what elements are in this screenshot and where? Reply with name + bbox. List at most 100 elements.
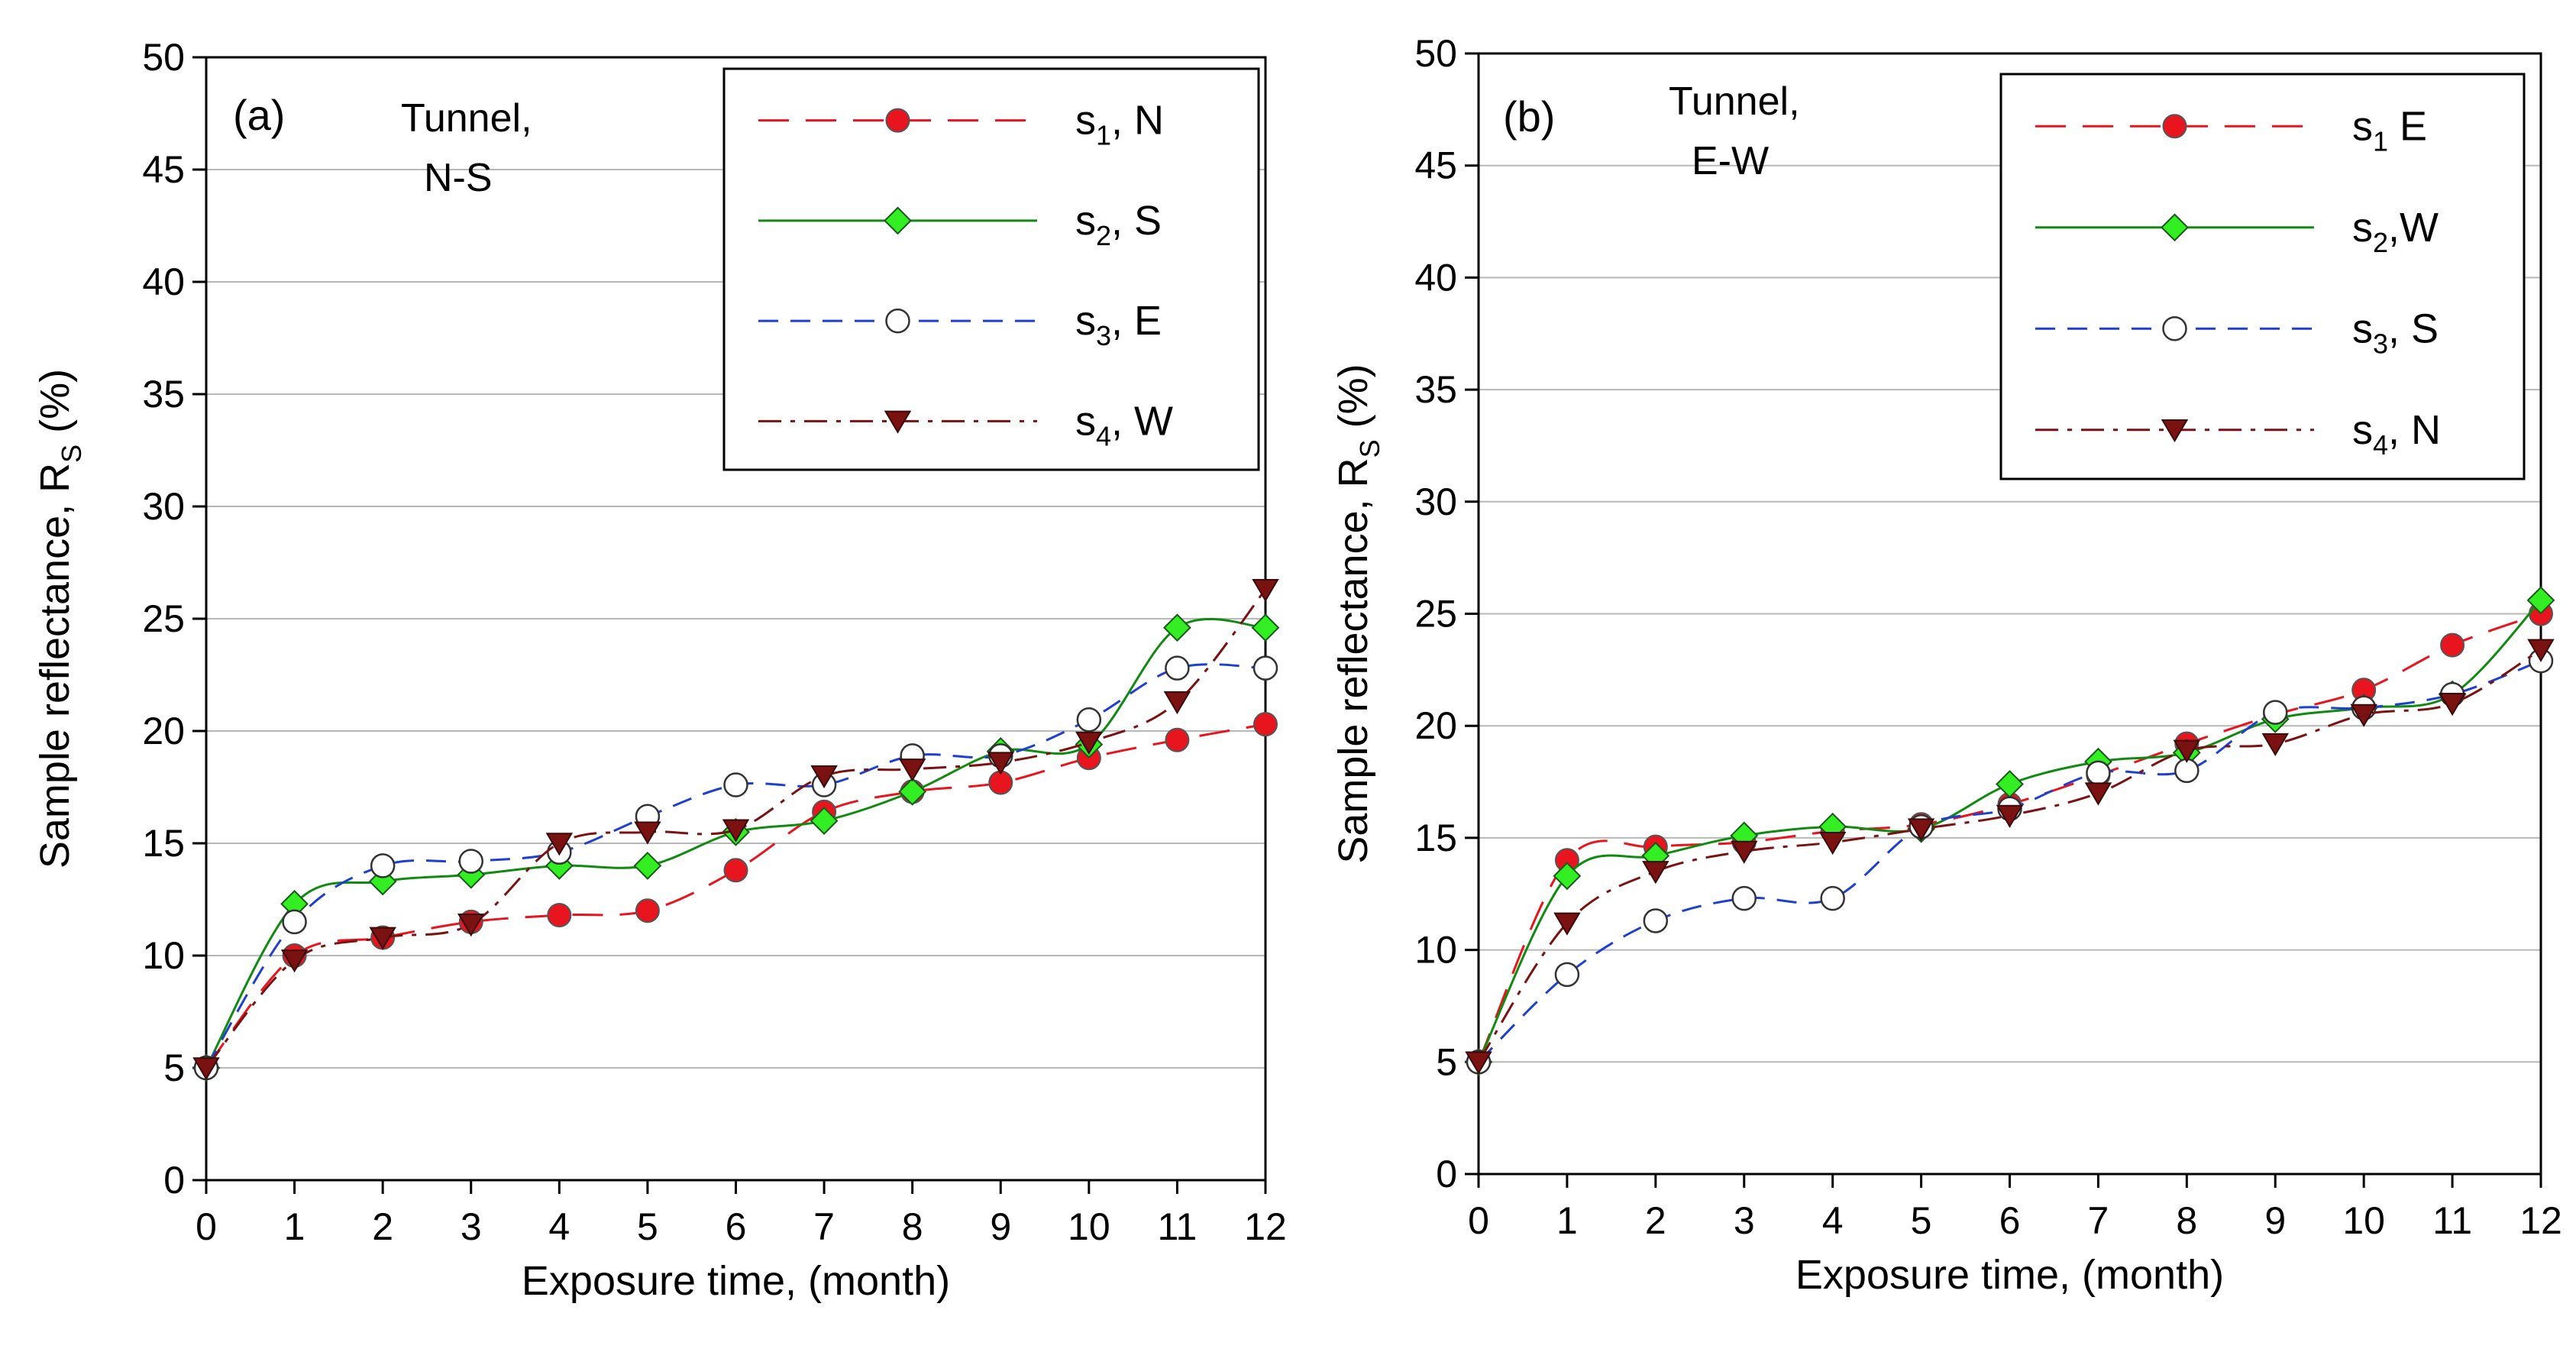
legend-label: s2, S	[1075, 198, 1162, 251]
x-axis-title: Exposure time, (month)	[522, 1258, 950, 1304]
data-point	[2439, 693, 2466, 716]
data-point	[1165, 655, 1190, 681]
panel-label: (a)	[233, 91, 285, 139]
y-tick-label: 30	[142, 485, 185, 528]
y-axis-title-unit: (%)	[1330, 364, 1376, 439]
series-line	[1477, 649, 2542, 1063]
data-point	[722, 819, 750, 843]
legend-marker	[2161, 419, 2189, 443]
y-tick-label: 40	[1414, 256, 1457, 299]
y-tick-label: 25	[1414, 593, 1457, 636]
data-point	[723, 772, 748, 797]
y-tick-label: 0	[1436, 1153, 1457, 1195]
data-point	[1996, 804, 2024, 828]
legend-label-suffix: E	[2388, 103, 2427, 149]
data-point	[1163, 691, 1191, 715]
x-tick-label: 5	[1911, 1199, 1932, 1242]
legend-marker	[885, 108, 910, 133]
legend-label-sub: 2	[2373, 227, 2388, 258]
series-2	[1464, 586, 2555, 1076]
legend-label: s2,W	[2352, 205, 2439, 258]
legend-label-sub: 3	[2373, 328, 2388, 359]
y-tick-label: 0	[163, 1159, 185, 1202]
data-point	[1818, 831, 1847, 856]
panel-label: (b)	[1503, 92, 1555, 141]
y-tick-label: 35	[1414, 368, 1457, 411]
y-tick-label: 35	[142, 373, 185, 416]
x-tick-label: 0	[1468, 1199, 1489, 1242]
y-tick-label: 45	[142, 148, 185, 191]
y-axis-title-sub: S	[56, 445, 87, 463]
data-point	[1252, 578, 1279, 603]
x-tick-label: 12	[1244, 1205, 1287, 1248]
legend-label-main: s	[2352, 407, 2373, 453]
data-point	[370, 853, 396, 878]
data-point	[635, 898, 660, 923]
data-point	[1465, 1051, 1492, 1075]
data-point	[2440, 632, 2465, 658]
data-point	[1731, 885, 1757, 911]
data-point	[810, 765, 838, 789]
y-axis-title: Sample reflectance, RS (%)	[1330, 364, 1385, 863]
x-tick-label: 10	[2342, 1199, 2385, 1242]
data-point	[1251, 613, 1280, 642]
legend-label-sub: 3	[1096, 320, 1111, 351]
y-axis-title-main: Sample reflectance, R	[32, 463, 78, 868]
y-tick-label: 15	[1414, 817, 1457, 859]
data-point	[1642, 861, 1669, 885]
x-tick-label: 2	[372, 1205, 393, 1248]
x-tick-label: 10	[1068, 1205, 1110, 1248]
x-tick-label: 3	[1734, 1199, 1755, 1242]
data-point	[1996, 770, 2024, 798]
legend-label: s3, E	[1075, 298, 1162, 351]
data-point	[1553, 912, 1581, 936]
legend-label: s4, W	[1075, 398, 1173, 451]
x-tick-label: 5	[637, 1205, 658, 1248]
data-point	[987, 752, 1014, 775]
legend-marker	[2162, 316, 2187, 341]
data-point	[458, 849, 483, 874]
data-point	[810, 807, 839, 836]
y-tick-label: 20	[1414, 704, 1457, 747]
data-point	[723, 858, 748, 883]
y-tick-label: 10	[1414, 929, 1457, 972]
legend-label-main: s	[2352, 205, 2373, 251]
data-point	[1252, 655, 1278, 681]
legend-label-main: s	[1075, 198, 1096, 244]
data-point	[634, 821, 661, 845]
y-axis-title: Sample reflectance, RS (%)	[32, 369, 87, 868]
legend-label-main: s	[2352, 306, 2373, 351]
data-point	[2173, 739, 2201, 763]
legend-label-main: s	[1075, 98, 1096, 144]
data-point	[2263, 700, 2288, 725]
data-point	[280, 949, 309, 973]
legend-box	[1999, 73, 2526, 480]
y-tick-label: 30	[1414, 480, 1457, 523]
series-4	[192, 578, 1279, 1081]
series-3	[1466, 648, 2554, 1075]
y-tick-label: 20	[142, 710, 185, 752]
data-point	[1820, 885, 1845, 911]
x-axis-title: Exposure time, (month)	[1795, 1252, 2224, 1298]
legend-label: s3, S	[2352, 306, 2439, 359]
data-point	[1907, 818, 1935, 842]
x-tick-label: 6	[726, 1205, 747, 1248]
legend-marker	[884, 410, 912, 434]
legend-label-suffix: , N	[1111, 98, 1164, 144]
y-tick-label: 5	[1436, 1040, 1457, 1083]
legend-label: s4, N	[2352, 407, 2441, 461]
legend-box	[722, 67, 1260, 471]
x-tick-label: 4	[1822, 1199, 1844, 1242]
x-tick-label: 8	[902, 1205, 923, 1248]
y-tick-label: 50	[1414, 32, 1457, 75]
legend-label-sub: 1	[1096, 120, 1111, 151]
y-tick-label: 5	[163, 1046, 185, 1089]
y-axis-title-main: Sample reflectance, R	[1330, 458, 1376, 863]
legend-label-main: s	[2352, 103, 2373, 149]
data-point	[1165, 727, 1190, 752]
x-tick-label: 7	[813, 1205, 835, 1248]
y-tick-label: 45	[1414, 144, 1457, 187]
